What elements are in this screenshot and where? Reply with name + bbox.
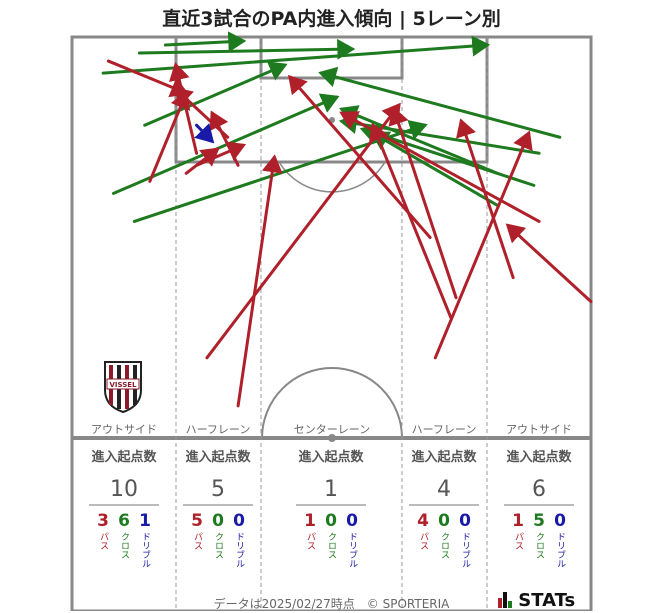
pass-arrow [433, 130, 533, 360]
lane-total: 1 [296, 477, 366, 506]
pass-count: 4 [417, 511, 429, 531]
chart-title: 直近3試合のPA内進入傾向 | 5レーン別 [162, 8, 501, 30]
stats-logo-icon [498, 592, 512, 613]
lane-name-outside-right: アウトサイド [506, 423, 572, 436]
cross-arrow [339, 105, 500, 175]
lane-stats-halfspace-left: 進入起点数 5 5 パス 0 クロス 0 ドリブル [168, 446, 268, 568]
pass-label: パス [418, 532, 428, 550]
dribble-arrow [194, 123, 215, 144]
brand-text: STATs [518, 590, 576, 611]
dribble-label: ドリブル [140, 532, 150, 568]
lane-name-halfspace-left: ハーフレーン [185, 423, 251, 436]
dribble-label: ドリブル [234, 532, 244, 568]
lane-total: 5 [183, 477, 253, 506]
arrow-layer [101, 31, 593, 408]
lane-name-center: センターレーン [293, 423, 371, 436]
pass-arrow [456, 118, 515, 280]
dribble-count: 0 [346, 511, 358, 531]
cross-count: 6 [118, 511, 130, 531]
pass-arrow [505, 223, 593, 304]
pass-arrow [368, 122, 453, 320]
cross-count: 5 [533, 511, 545, 531]
cross-label: クロス [213, 532, 223, 559]
lane-total: 6 [504, 477, 574, 506]
lane-total: 10 [89, 477, 159, 506]
lane-name-halfspace-right: ハーフレーン [411, 423, 477, 436]
dribble-label: ドリブル [555, 532, 565, 568]
cross-arrow [137, 38, 356, 60]
cross-arrow [143, 61, 288, 127]
lane-heading: 進入起点数 [185, 450, 251, 465]
pass-arrow [195, 141, 247, 167]
lane-heading: 進入起点数 [506, 450, 572, 465]
pass-label: パス [305, 532, 315, 550]
pass-label: パス [513, 532, 523, 550]
footer-note: データは2025/02/27時点 © SPORTERIA [213, 597, 450, 611]
pass-arrow [106, 59, 189, 98]
dribble-count: 0 [233, 511, 245, 531]
pass-count: 1 [512, 511, 524, 531]
cross-arrow [101, 35, 491, 75]
pass-arrow [148, 90, 191, 183]
cross-arrow [112, 93, 340, 195]
cross-count: 0 [212, 511, 224, 531]
lane-heading: 進入起点数 [298, 450, 364, 465]
cross-count: 0 [325, 511, 337, 531]
cross-label: クロス [326, 532, 336, 559]
dribble-count: 0 [459, 511, 471, 531]
cross-label: クロス [534, 532, 544, 559]
pass-arrow [184, 147, 220, 175]
dribble-count: 0 [554, 511, 566, 531]
pass-arrow [339, 111, 541, 223]
cross-label: クロス [439, 532, 449, 559]
center-spot [328, 434, 336, 442]
lane-heading: 進入起点数 [411, 450, 477, 465]
pass-count: 5 [191, 511, 203, 531]
lane-heading: 進入起点数 [91, 450, 157, 465]
cross-arrow [370, 131, 500, 207]
club-logo-icon: VISSEL [104, 361, 142, 414]
pass-arrow [205, 102, 401, 360]
dribble-label: ドリブル [460, 532, 470, 568]
lane-stats-center: 進入起点数 1 1 パス 0 クロス 0 ドリブル [281, 446, 381, 568]
cross-arrow [318, 66, 562, 139]
lane-stats-halfspace-right: 進入起点数 4 4 パス 0 クロス 0 ドリブル [394, 446, 494, 568]
pass-label: パス [98, 532, 108, 550]
brand-logo: STATs [498, 590, 575, 613]
dribble-count: 1 [139, 511, 151, 531]
lane-name-outside-left: アウトサイド [91, 423, 157, 436]
cross-count: 0 [438, 511, 450, 531]
cross-label: クロス [119, 532, 129, 559]
pass-arrow [169, 62, 199, 155]
svg-text:VISSEL: VISSEL [109, 381, 137, 389]
cross-arrow [163, 31, 247, 53]
pass-arrow [236, 154, 283, 408]
lane-stats-outside-left: 進入起点数 10 3 パス 6 クロス 1 ドリブル [74, 446, 174, 568]
center-circle [261, 367, 403, 439]
lane-total: 4 [409, 477, 479, 506]
lane-stats-outside-right: 進入起点数 6 1 パス 5 クロス 0 ドリブル [489, 446, 589, 568]
dribble-label: ドリブル [347, 532, 357, 568]
pass-count: 1 [304, 511, 316, 531]
pass-count: 3 [97, 511, 109, 531]
pass-arrow [173, 87, 230, 139]
pass-label: パス [192, 532, 202, 550]
pass-arrow [388, 106, 458, 300]
